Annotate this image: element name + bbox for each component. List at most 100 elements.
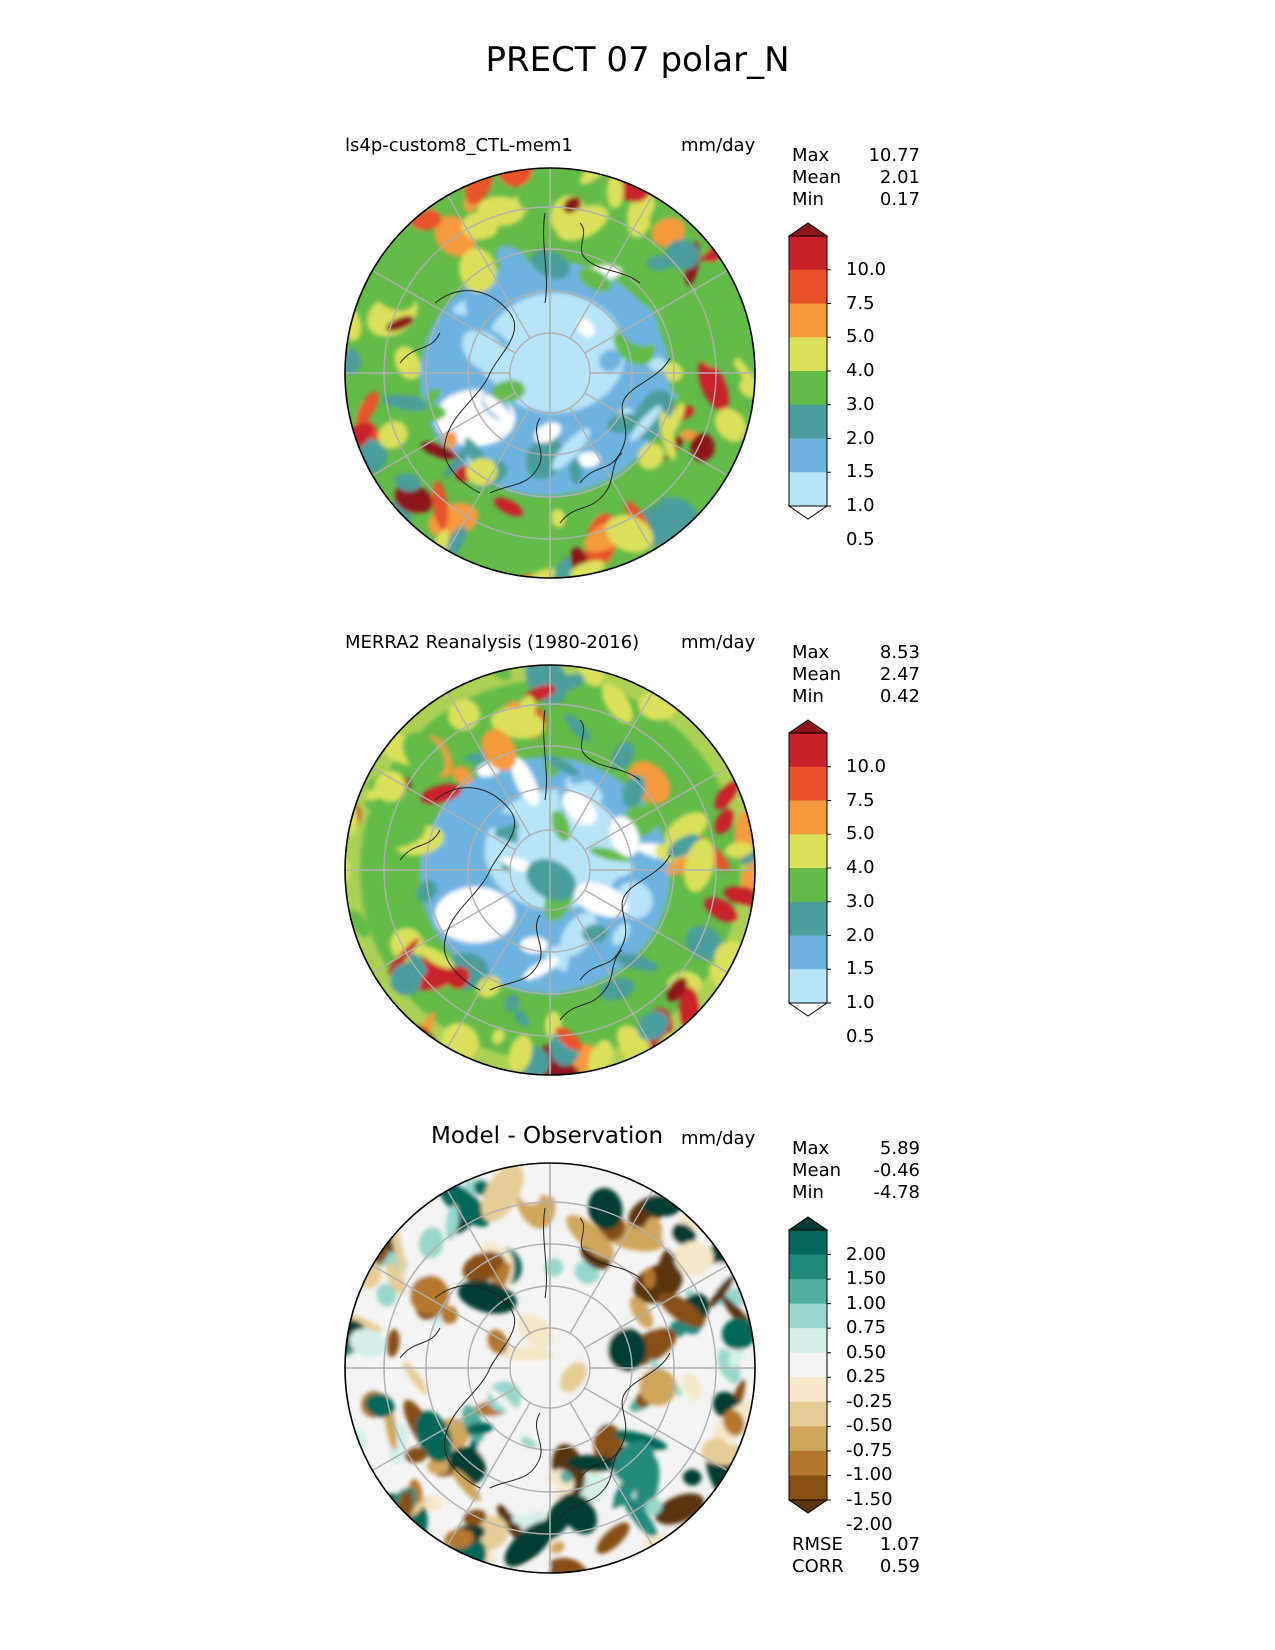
field-blob: [552, 1336, 566, 1351]
field-blob: [629, 405, 662, 442]
panel-2-colorbar: [788, 719, 831, 1017]
field-blob: [576, 665, 604, 687]
colorbar-extend-min: [788, 1002, 829, 1017]
max-label: Max: [792, 1138, 830, 1159]
meridian-line: [569, 687, 656, 836]
meridian-line: [584, 889, 733, 976]
colorbar-extend-min: [788, 1499, 829, 1514]
coastline: [559, 949, 623, 1021]
field-blob: [382, 394, 428, 411]
field-blob: [566, 1214, 615, 1260]
colorbar-frame: [788, 1229, 828, 1501]
rmse-label: RMSE: [792, 1534, 843, 1555]
field-blob: [504, 1520, 555, 1567]
figure-title: PRECT 07 polar_N: [485, 40, 790, 80]
colorbar-tick-label: 10.0: [846, 258, 887, 280]
colorbar-bin: [789, 1377, 827, 1403]
meridian-line: [584, 764, 733, 851]
field-blob: [486, 1386, 522, 1420]
field-blob: [459, 247, 497, 293]
panel-1-colorbar-labels: 10.0 7.5 5.0 4.0 3.0 2.0 1.5 1.0 0.5: [836, 222, 926, 550]
panel-2-units: mm/day: [681, 632, 756, 653]
colorbar-bin: [789, 236, 827, 271]
meridian-line: [584, 267, 733, 354]
colorbar-extend-max: [788, 1216, 829, 1231]
field-blob: [378, 420, 408, 449]
max-value: 8.53: [879, 642, 920, 663]
field-blob: [505, 1559, 551, 1573]
colorbar-tick-label: -2.00: [846, 1513, 893, 1535]
field-blob: [496, 245, 530, 278]
field-blob: [526, 858, 577, 901]
field-blob: [543, 754, 580, 776]
field-blob: [420, 375, 453, 390]
field-blob: [613, 1475, 638, 1507]
field-blob: [607, 1328, 647, 1371]
map-boundary: [344, 1162, 756, 1574]
field-blob: [386, 1328, 400, 1358]
field-blob: [520, 695, 536, 719]
field-blob: [566, 1455, 617, 1472]
field-blob: [473, 1180, 489, 1196]
panel-3-title: Model - Observation: [431, 1123, 664, 1149]
field-blob: [550, 1348, 580, 1368]
field-blob: [374, 770, 407, 803]
panel-1-units: mm/day: [681, 135, 756, 156]
field-blob: [714, 780, 740, 810]
colorbar-tick-label: 2.0: [846, 427, 875, 449]
colorbar-tick-label: 1.0: [846, 992, 875, 1013]
colorbar-tick-label: 0.5: [846, 528, 875, 550]
field-blob: [644, 1217, 663, 1244]
colorbar-bin: [789, 1352, 827, 1378]
panel-3-metrics: RMSE 1.07 CORR 0.59: [792, 1534, 920, 1578]
coastline: [579, 222, 641, 284]
colorbar-extend-max: [788, 222, 829, 237]
field-blob: [481, 729, 517, 771]
field-blob: [565, 713, 591, 742]
field-blob: [721, 1318, 755, 1350]
colorbar-bin: [789, 269, 827, 304]
colorbar-bin: [789, 404, 827, 439]
field-blob: [420, 784, 462, 804]
field-blob: [462, 1251, 506, 1283]
field-blob: [376, 1283, 397, 1307]
max-label: Max: [792, 145, 830, 166]
field-blob: [349, 1328, 386, 1358]
field-blob: [700, 330, 743, 368]
coastline: [543, 1207, 547, 1299]
field-blob: [627, 301, 644, 330]
field-blob: [714, 808, 735, 835]
field-blob: [534, 422, 561, 443]
field-blob: [498, 1346, 555, 1361]
rmse-value: 1.07: [879, 1534, 920, 1555]
meridian-line: [569, 1185, 656, 1334]
field-blob: [356, 391, 379, 426]
meridian-line: [569, 190, 656, 339]
field-blob: [510, 756, 540, 806]
colorbar-tick-label: -0.50: [846, 1415, 893, 1437]
panel-1-colorbar: [788, 222, 831, 520]
coastline: [579, 1352, 671, 1479]
colorbar-tick-label: 3.0: [846, 393, 875, 415]
panel-1-polar-map: [344, 167, 756, 579]
colorbar-tick-label: 5.0: [846, 823, 875, 845]
field-blob: [637, 1010, 669, 1041]
field-blob: [525, 1367, 565, 1414]
coastline: [434, 1285, 516, 1489]
panel-3-colorbar-labels: 2.00 1.50 1.00 0.75 0.50 0.25 -0.25 -0.50 -0.75 -…: [836, 1216, 926, 1535]
field-blob: [614, 953, 659, 972]
field-blob: [639, 1368, 677, 1406]
field-blob: [740, 859, 755, 888]
colorbar-tick-label: 0.50: [846, 1341, 887, 1363]
panel-3-units: mm/day: [681, 1128, 756, 1149]
field-blob: [517, 1172, 575, 1198]
field-blob: [516, 181, 550, 213]
field-blob: [442, 431, 458, 449]
field-blob: [521, 568, 556, 578]
colorbar-tick-label: 1.0: [846, 495, 875, 516]
field-blob: [569, 768, 594, 784]
field-blob: [465, 1422, 494, 1435]
field-blob: [501, 856, 535, 872]
colorbar-bin: [789, 800, 827, 835]
meridian-line: [444, 407, 531, 556]
